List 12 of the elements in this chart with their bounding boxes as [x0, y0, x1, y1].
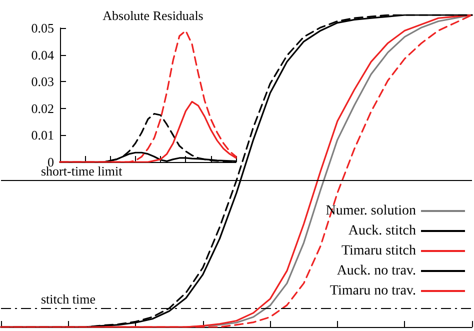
- y-tick-label: 0.02: [31, 100, 54, 116]
- y-tick-label: 0.05: [31, 20, 54, 36]
- legend-label: Auck. no trav.: [336, 264, 416, 278]
- y-tick-label: 0.03: [31, 74, 54, 90]
- y-tick-label: 0: [48, 154, 54, 170]
- ref-line-label: stitch time: [41, 291, 96, 306]
- chart-title: Absolute Residuals: [102, 8, 204, 23]
- legend-label: Timaru no trav.: [330, 284, 416, 298]
- legend-label: Auck. stitch: [348, 224, 416, 238]
- y-tick-label: 0.01: [31, 128, 54, 143]
- legend-label: Timaru stitch: [341, 244, 416, 258]
- y-tick-label: 0.04: [31, 47, 54, 62]
